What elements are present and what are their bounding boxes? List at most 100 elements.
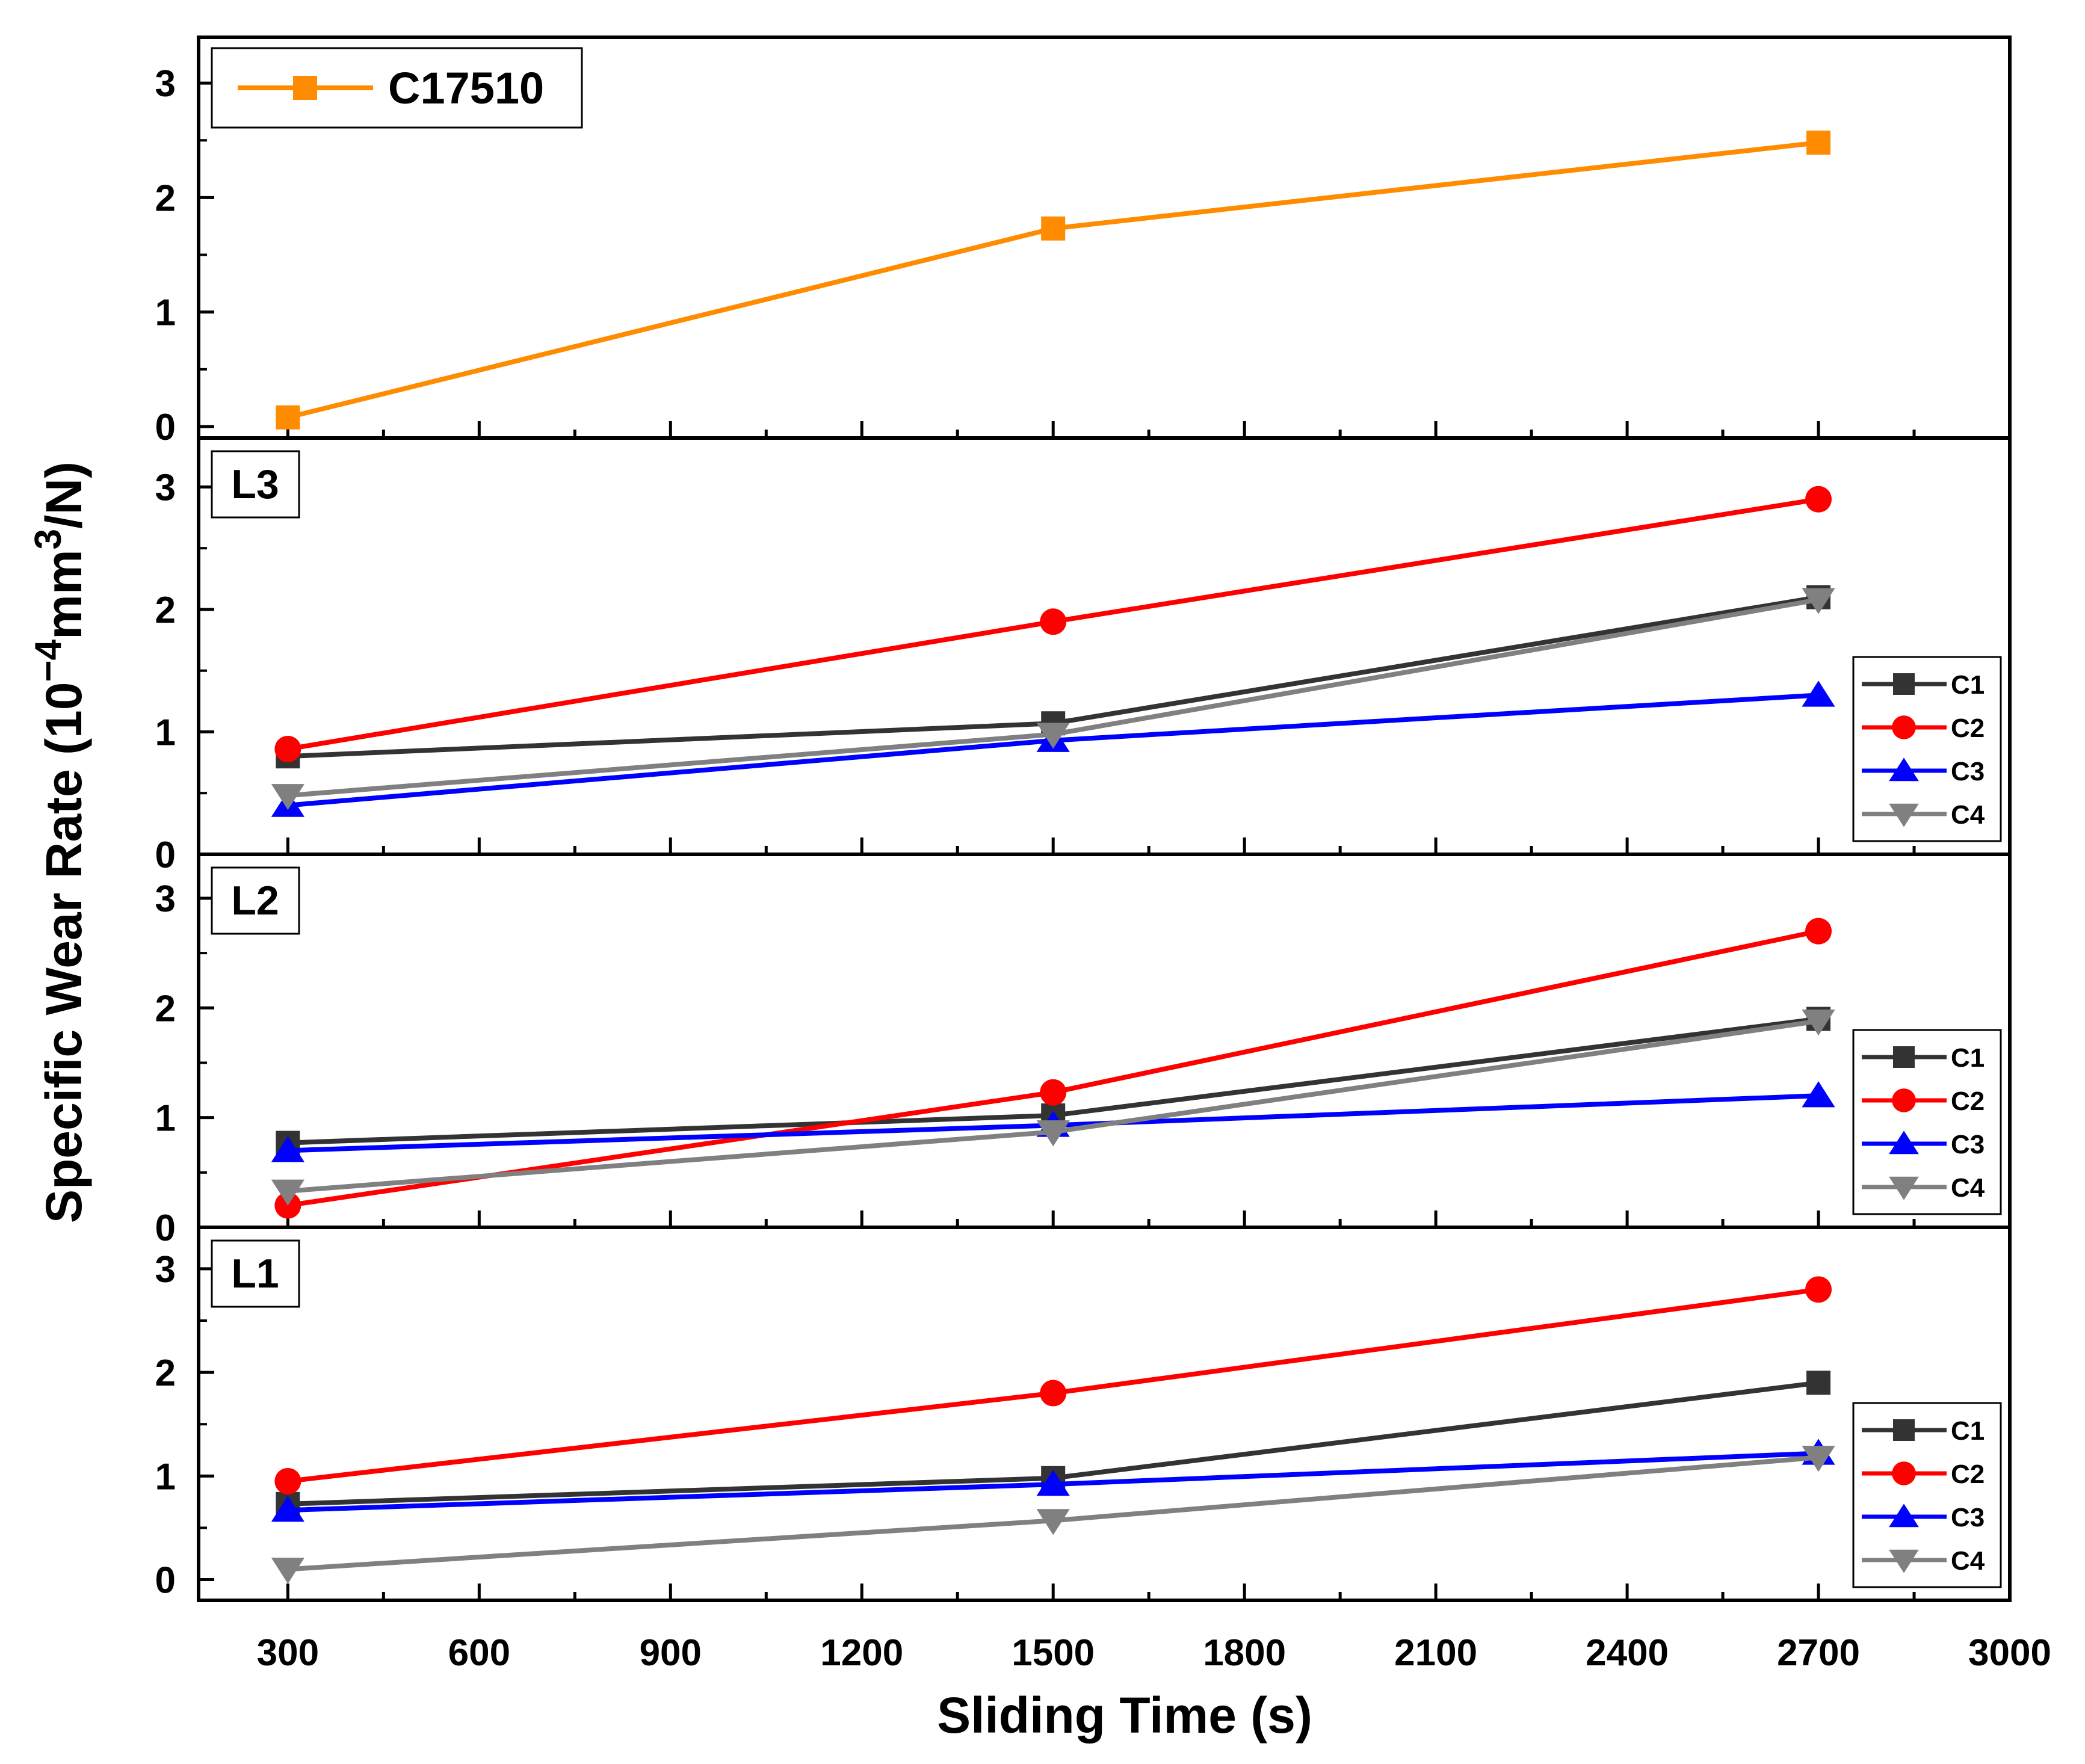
y-tick-label: 1	[155, 1456, 176, 1497]
series-line	[287, 140, 1819, 420]
series-C17510	[276, 131, 1831, 430]
panels-layer: 0 1 2 3 C17510 0 1 2 3 L3 C1 C2 C3 C4 0 1 2 3 L2 C1 C2 C3 C4 0 1…	[155, 35, 2012, 1602]
y-tick-label: 0	[155, 1560, 176, 1602]
panel-tag-box	[211, 866, 300, 935]
data-point	[274, 1467, 301, 1494]
y-tick-label: 3	[155, 878, 176, 920]
panel-frame	[197, 1226, 2012, 1602]
legend-label: C2	[1951, 1087, 1985, 1116]
y-tick-label: 3	[155, 467, 176, 508]
legend-marker	[1892, 1461, 1916, 1485]
data-point	[1036, 1470, 1070, 1496]
legend: C1 C2 C3 C4	[1852, 1402, 2002, 1588]
panel-tag-box	[211, 1239, 300, 1308]
x-tick-label: 2700	[1777, 1632, 1860, 1674]
panel-top: 0 1 2 3 C17510	[155, 35, 2012, 448]
panel-L2: 0 1 2 3 L2 C1 C2 C3 C4	[155, 853, 2012, 1249]
data-point	[1802, 680, 1835, 707]
series-C4	[271, 1446, 1835, 1584]
y-tick-label: 0	[155, 407, 176, 448]
legend-marker	[1892, 715, 1916, 739]
legend-label: C2	[1951, 714, 1985, 743]
data-point	[1040, 608, 1067, 635]
x-axis: 300 600 900 1200 1500 1800 2100 2400 2700 3000	[257, 1632, 2051, 1674]
data-point	[1036, 723, 1070, 749]
data-point	[1802, 1009, 1835, 1036]
legend-label: C3	[1951, 1503, 1985, 1532]
x-tick-label: 600	[448, 1632, 510, 1674]
data-point	[1040, 1079, 1067, 1106]
legend-label: C3	[1951, 1130, 1985, 1159]
series-C4	[271, 588, 1835, 810]
y-axis-title-exp1: −4	[28, 639, 69, 682]
x-tick-label: 1200	[820, 1632, 903, 1674]
panel-tag: L2	[231, 878, 279, 924]
legend-label: C4	[1951, 1546, 1985, 1576]
data-point	[1805, 917, 1832, 945]
data-point	[1802, 588, 1835, 614]
x-tick-label: 1500	[1012, 1632, 1095, 1674]
data-point	[1036, 1509, 1070, 1535]
data-point	[271, 1558, 304, 1584]
legend-label: C4	[1951, 1173, 1985, 1203]
series-C2	[274, 486, 1832, 762]
data-point	[1802, 1081, 1835, 1108]
x-tick-label: 300	[257, 1632, 319, 1674]
legend-box	[211, 47, 583, 129]
data-point	[1040, 1380, 1067, 1407]
legend: C17510	[211, 47, 583, 129]
y-tick-label: 2	[155, 1352, 176, 1394]
data-point	[1805, 486, 1832, 513]
legend-label: C4	[1951, 800, 1985, 830]
series-C2	[274, 917, 1832, 1219]
legend-marker	[1893, 1046, 1915, 1068]
legend-box	[1852, 656, 2002, 842]
legend-marker	[1893, 673, 1915, 695]
data-point	[271, 784, 304, 810]
legend-marker	[1889, 1549, 1919, 1573]
legend-marker	[1889, 1176, 1919, 1200]
y-tick-label: 0	[155, 1207, 176, 1249]
panel-tag-box	[211, 450, 300, 519]
panel-L3: 0 1 2 3 L3 C1 C2 C3 C4	[155, 436, 2012, 876]
data-point	[1041, 216, 1066, 241]
y-tick-label: 3	[155, 63, 176, 105]
legend: C1 C2 C3 C4	[1852, 656, 2002, 842]
y-axis-title-exp2: 3	[28, 529, 69, 549]
legend-marker	[1889, 1503, 1919, 1528]
data-point	[1802, 1446, 1835, 1472]
x-axis-title: Sliding Time (s)	[937, 1687, 1312, 1744]
legend-marker	[1889, 757, 1919, 782]
y-axis-title: Specific Wear Rate (10−4mm3/N)	[28, 461, 92, 1223]
data-point	[1806, 131, 1831, 155]
legend-marker	[1893, 1419, 1915, 1441]
y-tick-label: 1	[155, 712, 176, 753]
data-point	[276, 405, 300, 430]
data-point	[271, 1496, 304, 1522]
panel-tag: L3	[231, 461, 279, 507]
legend-label: C3	[1951, 757, 1985, 786]
y-tick-label: 3	[155, 1249, 176, 1291]
y-tick-label: 0	[155, 834, 176, 876]
legend-marker	[1889, 1130, 1919, 1155]
legend-box	[1852, 1402, 2002, 1588]
legend-label: C2	[1951, 1460, 1985, 1489]
x-tick-label: 3000	[1968, 1632, 2051, 1674]
data-point	[1036, 1120, 1070, 1147]
y-tick-label: 2	[155, 988, 176, 1029]
x-tick-label: 1800	[1203, 1632, 1286, 1674]
y-axis-title-mid: mm	[36, 549, 92, 639]
series-line	[287, 928, 1819, 1208]
legend: C1 C2 C3 C4	[1852, 1029, 2002, 1215]
legend-label: C17510	[388, 63, 544, 113]
panel-frame	[197, 853, 2012, 1229]
y-tick-label: 1	[155, 1098, 176, 1140]
legend-box	[1852, 1029, 2002, 1215]
legend-label: C1	[1951, 1416, 1985, 1446]
series-C4	[271, 1009, 1835, 1206]
legend-label: C1	[1951, 670, 1985, 700]
y-axis-title-main: Specific Wear Rate (10	[36, 682, 92, 1224]
y-axis-title-end: /N)	[36, 461, 92, 529]
panel-L1: 0 1 2 3 L1 C1 C2 C3 C4	[155, 1226, 2012, 1602]
